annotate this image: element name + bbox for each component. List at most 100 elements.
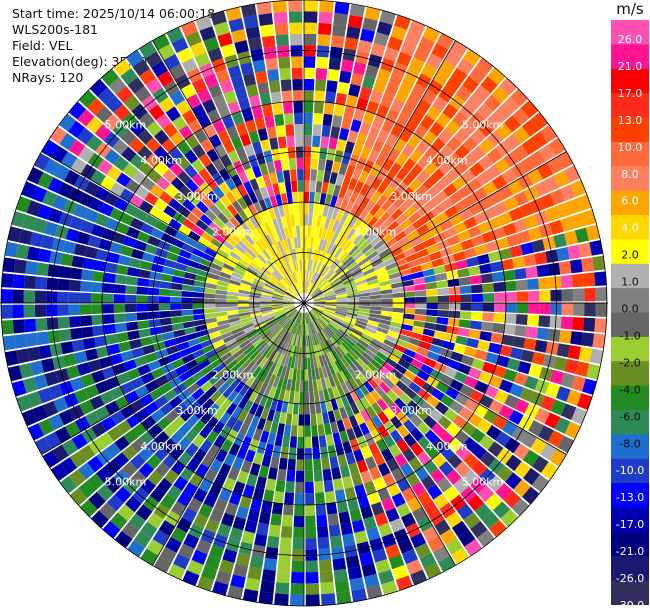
velocity-gate [309,285,318,296]
velocity-gate [102,304,114,314]
velocity-gate [123,429,139,445]
velocity-gate [160,494,176,510]
velocity-gate [363,380,375,393]
velocity-gate [226,204,238,217]
velocity-gate [337,81,350,95]
velocity-gate [155,348,169,360]
velocity-gate [324,327,334,337]
velocity-gate [367,149,380,164]
velocity-gate [274,113,285,127]
velocity-gate [84,180,100,197]
velocity-gate [168,218,182,231]
velocity-gate [118,341,132,353]
velocity-gate [192,303,204,309]
velocity-gate [411,271,424,280]
velocity-gate [414,542,432,559]
velocity-gate [513,443,530,460]
velocity-gate [312,308,322,316]
velocity-gate [135,407,151,422]
field-label: Field: VEL [12,38,73,53]
velocity-gate [209,544,225,560]
velocity-gate [255,175,266,189]
velocity-gate [217,228,230,240]
velocity-gate [386,389,399,403]
velocity-gate [311,287,320,297]
velocity-gate [348,245,359,256]
velocity-gate [264,281,276,289]
velocity-gate [347,303,360,306]
velocity-gate [495,483,513,501]
velocity-gate [280,446,289,459]
velocity-gate [304,135,312,147]
velocity-gate [281,343,289,355]
velocity-gate [337,454,348,467]
velocity-gate [464,539,483,557]
velocity-gate [375,153,388,167]
velocity-gate [139,200,154,214]
velocity-gate [330,535,343,549]
velocity-gate [304,11,318,23]
velocity-gate [410,532,427,549]
velocity-gate [297,236,301,249]
velocity-gate [225,220,237,233]
velocity-gate [333,478,344,491]
velocity-gate [271,256,280,268]
velocity-gate [290,214,296,227]
velocity-gate [307,335,311,347]
velocity-gate [364,247,376,258]
velocity-gate [304,202,309,215]
velocity-gate [339,70,352,84]
velocity-gate [275,125,286,138]
velocity-gate [470,520,488,538]
velocity-gate [371,258,383,268]
velocity-gate [327,410,336,423]
velocity-gate [396,51,413,67]
velocity-gate [313,112,323,125]
velocity-gate [299,380,304,392]
velocity-gate [154,556,172,573]
velocity-gate [238,289,251,295]
velocity-gate [406,230,420,242]
velocity-gate [311,425,319,437]
velocity-gate [390,208,404,221]
velocity-gate [377,411,390,425]
velocity-gate [215,570,232,585]
velocity-gate [248,402,259,416]
velocity-gate [352,219,363,231]
velocity-gate [435,112,452,128]
velocity-gate [61,151,78,169]
velocity-gate [122,163,138,178]
velocity-gate [419,115,435,131]
velocity-gate [159,317,172,326]
velocity-gate [317,250,324,263]
velocity-gate [243,251,255,262]
velocity-gate [509,383,524,398]
velocity-gate [219,195,232,208]
velocity-gate [220,512,235,527]
velocity-gate [114,395,130,410]
velocity-gate [270,398,279,411]
velocity-gate [297,323,301,336]
velocity-gate [401,279,414,287]
velocity-gate [338,343,349,355]
velocity-gate [283,305,295,309]
velocity-gate [388,272,401,280]
velocity-gate [121,146,137,162]
velocity-gate [444,77,461,94]
velocity-gate [319,279,329,289]
velocity-gate [258,591,274,605]
velocity-gate [159,281,172,289]
velocity-gate [385,334,398,344]
velocity-gate [431,422,446,437]
velocity-gate [353,272,365,281]
velocity-gate [104,192,120,207]
velocity-gate [323,253,332,265]
velocity-gate [258,199,268,212]
velocity-gate [334,1,350,15]
velocity-gate [392,307,405,313]
velocity-gate [168,351,182,363]
velocity-gate [127,266,140,277]
velocity-gate [182,376,196,389]
velocity-gate [375,244,388,255]
velocity-gate [408,337,421,347]
